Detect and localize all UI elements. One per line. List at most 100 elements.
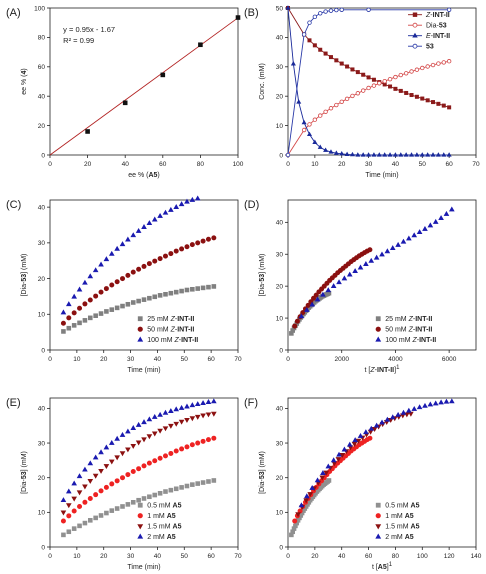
data-point <box>108 250 115 256</box>
data-point <box>200 400 206 406</box>
y-tick-label: 10 <box>38 510 46 517</box>
data-point <box>87 478 94 484</box>
x-tick-label: 0 <box>286 356 290 363</box>
data-point <box>438 215 444 221</box>
data-point <box>152 492 158 498</box>
x-tick-label: 70 <box>472 161 480 168</box>
data-point <box>146 261 152 267</box>
data-point <box>189 416 196 422</box>
data-point <box>168 423 174 429</box>
legend-label: Z-INT-II <box>425 12 450 19</box>
y-axis-label: [Dia-53] (mM) <box>21 451 28 494</box>
data-point <box>157 455 163 461</box>
y-axis-label: Conc. (mM) <box>259 63 266 100</box>
data-point <box>427 222 434 228</box>
series-2 <box>298 206 455 319</box>
data-point <box>425 98 430 103</box>
data-point <box>336 279 342 285</box>
data-point <box>103 286 109 292</box>
data-point <box>104 510 109 516</box>
data-point <box>168 487 174 493</box>
x-tick-label: 4000 <box>388 356 403 363</box>
data-point <box>344 151 350 156</box>
data-point <box>82 499 88 505</box>
x-tick-label: 30 <box>365 161 373 168</box>
x-tick-label: 80 <box>392 553 400 560</box>
legend-label: 25 mM Z-INT-II <box>385 316 432 323</box>
data-point <box>303 307 310 312</box>
y-tick-label: 10 <box>276 510 284 517</box>
data-point <box>77 523 82 529</box>
x-tick-label: 20 <box>338 161 346 168</box>
data-point <box>318 11 323 16</box>
data-point <box>341 275 348 281</box>
data-point <box>211 235 217 241</box>
x-tick-label: 30 <box>127 553 135 560</box>
data-point <box>408 411 414 417</box>
data-point <box>301 127 307 133</box>
data-point <box>403 71 409 76</box>
data-point <box>371 77 376 82</box>
data-point <box>339 453 346 458</box>
fit-line <box>49 17 239 156</box>
data-point <box>104 309 109 314</box>
data-point <box>404 90 409 95</box>
y-tick-label: 30 <box>38 440 46 447</box>
legend-marker <box>137 502 143 508</box>
y-tick-label: 80 <box>38 35 46 42</box>
data-point <box>294 318 300 324</box>
data-point <box>416 404 423 410</box>
data-point <box>366 75 371 80</box>
data-point <box>122 100 128 106</box>
fit-annotation: R² = 0.99 <box>63 36 94 45</box>
data-point <box>146 220 153 226</box>
y-tick-label: 100 <box>34 5 45 12</box>
panel-B: (B) 0 10 20 30 40 50 60 70 0 10 20 30 40 50 Time (min) C… <box>244 5 480 179</box>
data-point <box>357 264 364 270</box>
data-point <box>76 473 83 479</box>
legend-label: 50 mM Z-INT-II <box>385 327 432 334</box>
data-point <box>211 411 217 417</box>
data-point <box>179 446 185 452</box>
data-point <box>414 67 420 72</box>
data-point <box>333 150 339 155</box>
data-point <box>318 47 323 52</box>
data-point <box>339 7 344 12</box>
data-point <box>398 152 404 157</box>
data-point <box>330 457 337 463</box>
legend: 25 mM Z-INT-II 50 mM Z-INT-II 100 mM Z-INT… <box>375 316 436 344</box>
data-point <box>368 257 375 263</box>
data-point <box>92 454 99 460</box>
data-point <box>436 101 441 106</box>
data-point <box>125 272 131 278</box>
data-point <box>334 58 339 63</box>
data-point <box>346 271 353 277</box>
y-axis-label: ee % (4) <box>21 68 28 94</box>
data-point <box>211 284 217 289</box>
data-point <box>98 488 104 494</box>
y-tick-label: 20 <box>276 475 284 482</box>
data-point <box>211 435 217 441</box>
legend-marker <box>137 336 144 342</box>
data-point <box>61 329 66 334</box>
data-point <box>320 470 326 476</box>
plot-frame <box>49 199 239 351</box>
data-point <box>178 404 185 410</box>
data-point <box>446 59 452 64</box>
data-point <box>393 86 398 91</box>
x-tick-label: 60 <box>208 553 216 560</box>
legend-label: E-INT-II <box>426 33 450 40</box>
data-point <box>82 484 88 490</box>
data-point <box>146 416 153 422</box>
data-point <box>82 520 88 526</box>
data-point <box>334 7 339 13</box>
legend-label: 1 mM A5 <box>147 513 176 520</box>
legend-label: 2 mM A5 <box>147 534 176 541</box>
data-point <box>119 431 126 437</box>
data-point <box>357 433 364 438</box>
y-tick-label: 30 <box>276 64 284 71</box>
x-tick-label: 60 <box>446 161 454 168</box>
data-point <box>130 443 137 449</box>
data-point <box>200 480 206 485</box>
